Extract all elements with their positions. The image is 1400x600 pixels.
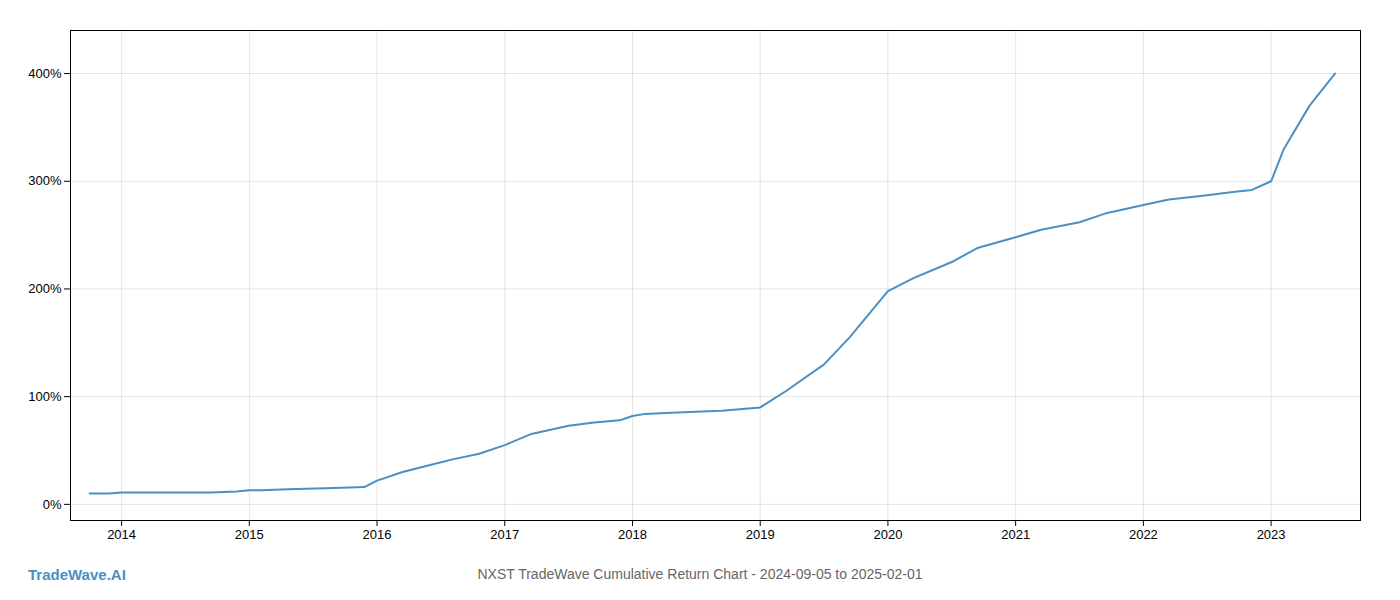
- svg-text:300%: 300%: [28, 173, 62, 188]
- svg-text:100%: 100%: [28, 389, 62, 404]
- svg-text:2016: 2016: [363, 527, 392, 542]
- svg-text:400%: 400%: [28, 66, 62, 81]
- svg-text:2023: 2023: [1257, 527, 1286, 542]
- svg-text:2017: 2017: [490, 527, 519, 542]
- svg-text:2014: 2014: [107, 527, 136, 542]
- svg-text:2021: 2021: [1001, 527, 1030, 542]
- svg-text:2015: 2015: [235, 527, 264, 542]
- svg-text:2020: 2020: [873, 527, 902, 542]
- svg-text:0%: 0%: [43, 497, 62, 512]
- html-text:NXST TradeWave Cumulative Retu: NXST TradeWave Cumulative Return Chart -…: [477, 566, 923, 582]
- svg-text:2018: 2018: [618, 527, 647, 542]
- html-text:TradeWave.AI: TradeWave.AI: [28, 566, 126, 583]
- svg-text:200%: 200%: [28, 281, 62, 296]
- svg-text:2022: 2022: [1129, 527, 1158, 542]
- svg-text:2019: 2019: [746, 527, 775, 542]
